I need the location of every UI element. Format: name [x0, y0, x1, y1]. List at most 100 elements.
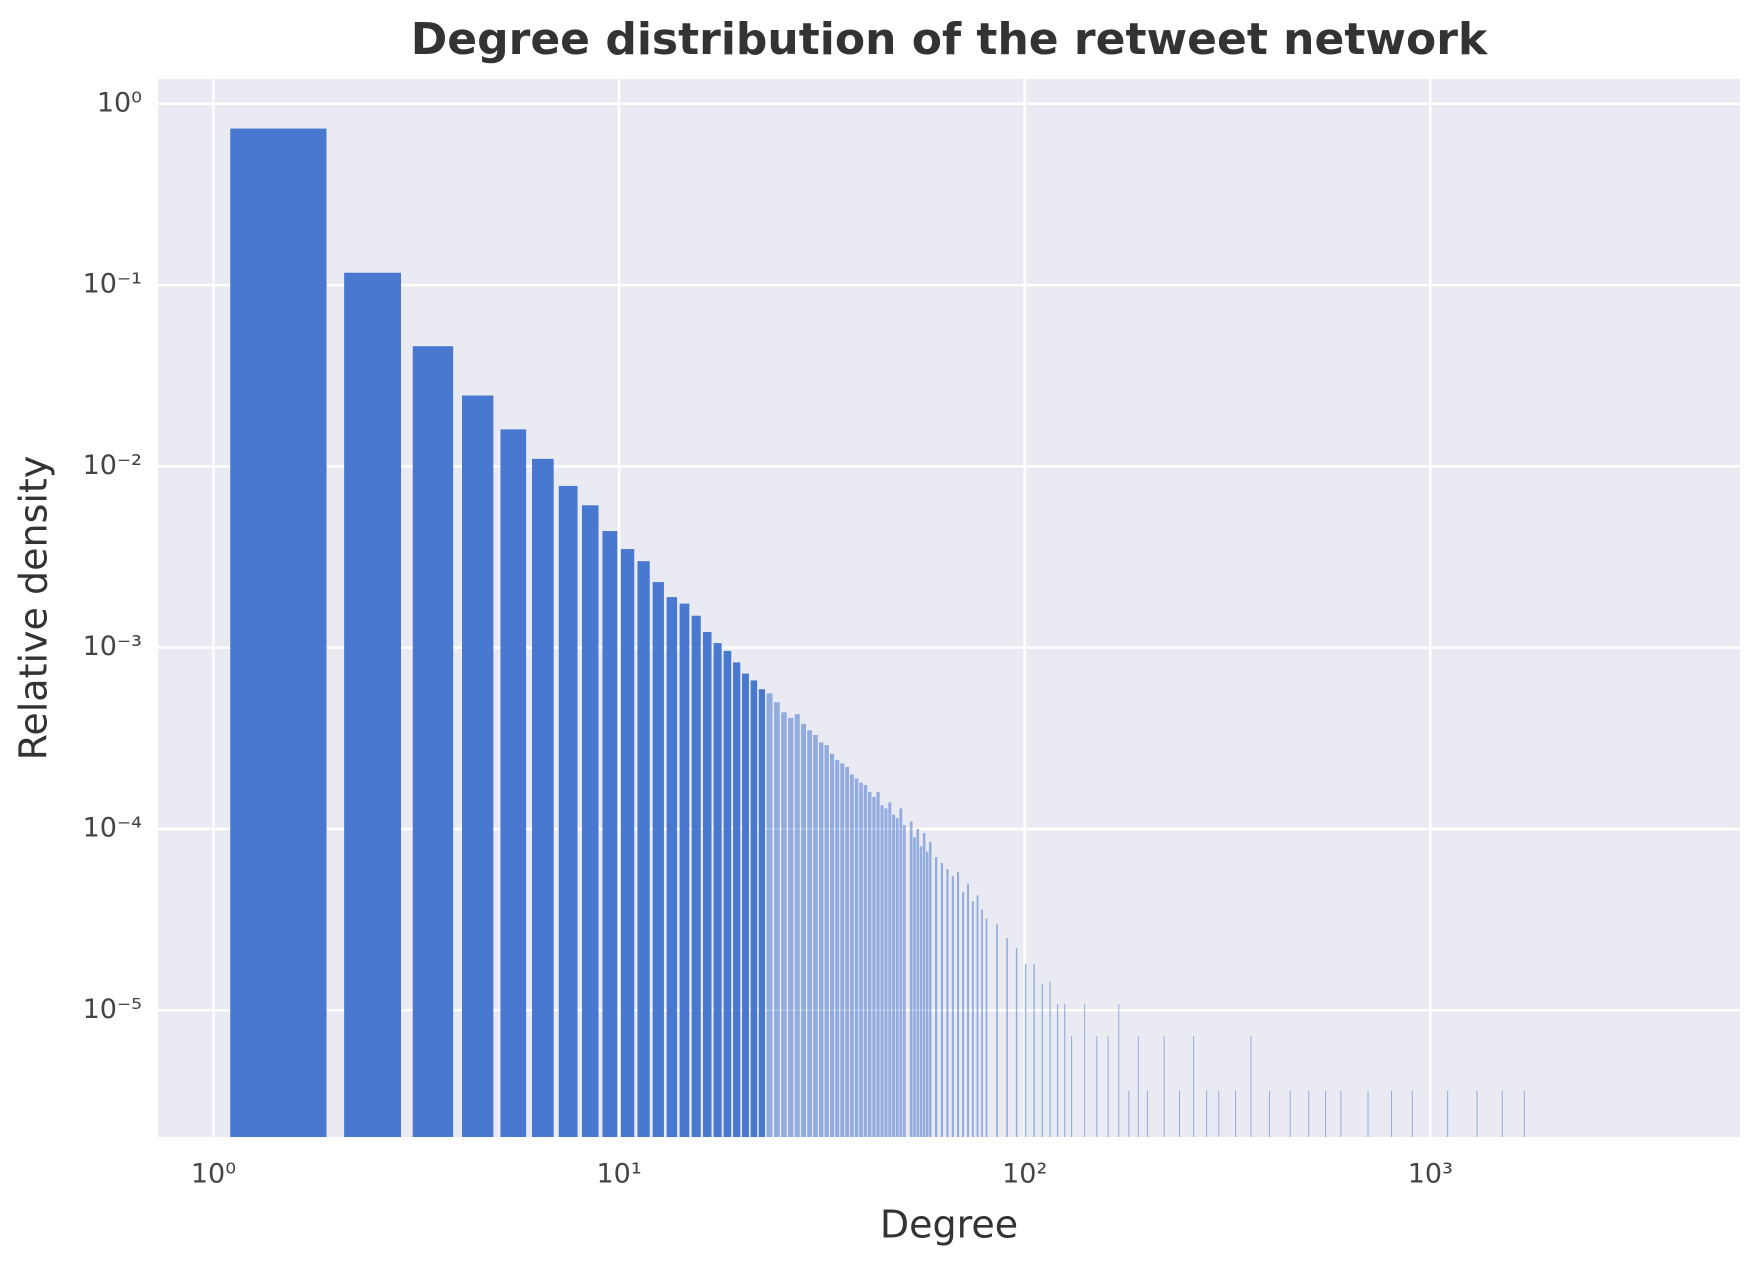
bar: [723, 650, 732, 1137]
bar: [913, 837, 916, 1137]
bar: [1178, 1090, 1180, 1137]
bar: [801, 723, 807, 1137]
bar: [1268, 1090, 1270, 1137]
bar: [813, 734, 818, 1137]
bar: [742, 673, 749, 1137]
bar: [884, 808, 888, 1137]
bar: [1107, 1036, 1109, 1137]
bar: [1146, 1090, 1148, 1137]
bar: [1084, 1004, 1086, 1137]
bar: [1033, 963, 1035, 1137]
bar: [919, 846, 923, 1137]
bar: [666, 597, 678, 1137]
bar: [863, 784, 868, 1137]
bar: [962, 891, 965, 1137]
x-tick-label: 10²: [1002, 1159, 1047, 1190]
bar: [835, 760, 840, 1137]
bar: [1049, 981, 1051, 1137]
bar: [531, 458, 554, 1137]
bar: [637, 561, 650, 1137]
bar: [602, 531, 618, 1137]
bars: [230, 128, 1525, 1138]
bar: [1447, 1090, 1449, 1137]
bar: [558, 485, 578, 1138]
bar: [971, 901, 974, 1137]
bar: [1041, 983, 1043, 1137]
bar: [985, 918, 988, 1137]
bar: [1096, 1036, 1098, 1137]
y-tick-label: 10⁻²: [83, 450, 142, 481]
y-tick-label: 10⁻⁵: [83, 994, 142, 1025]
bar: [679, 603, 690, 1137]
chart-title: Degree distribution of the retweet netwo…: [411, 14, 1489, 65]
bar: [1235, 1090, 1237, 1137]
bar: [1015, 948, 1018, 1137]
bar: [691, 615, 701, 1137]
bar: [807, 730, 813, 1137]
ticks: 10⁰ 10¹ 10² 10³ 10⁻⁵ 10⁻⁴ 10⁻³ 10⁻² 10⁻¹ 10⁰: [83, 87, 1453, 1189]
bar: [412, 346, 454, 1137]
bar: [880, 805, 884, 1137]
y-tick-label: 10⁰: [97, 87, 142, 118]
bar: [957, 871, 960, 1137]
bar: [845, 766, 850, 1137]
bar: [1128, 1090, 1130, 1137]
bar: [1308, 1090, 1310, 1137]
bar: [1064, 1004, 1066, 1137]
bar: [946, 869, 949, 1137]
x-axis-label: Degree: [880, 1203, 1018, 1247]
bar: [1163, 1036, 1165, 1137]
y-axis-label: Relative density: [12, 456, 56, 761]
bar: [1193, 1036, 1195, 1137]
bar: [230, 128, 327, 1137]
y-tick-label: 10⁻⁴: [83, 812, 142, 843]
bar: [1411, 1090, 1413, 1137]
bar: [929, 841, 932, 1137]
bar: [1118, 1004, 1120, 1137]
bar: [895, 817, 899, 1137]
bar: [1206, 1090, 1208, 1137]
bar: [935, 857, 938, 1137]
bar: [981, 909, 983, 1137]
bar: [702, 632, 712, 1137]
bar: [909, 821, 913, 1137]
bar: [1523, 1090, 1525, 1137]
bar: [1250, 1036, 1252, 1137]
bar: [1056, 1004, 1059, 1137]
bar: [925, 851, 929, 1137]
bar: [967, 883, 970, 1137]
bar: [1340, 1090, 1342, 1137]
bar: [1218, 1090, 1220, 1137]
y-tick-label: 10⁻¹: [83, 269, 142, 300]
x-tick-label: 10⁰: [191, 1159, 236, 1190]
bar: [788, 717, 794, 1137]
bar: [902, 825, 906, 1137]
bar: [733, 662, 741, 1137]
bar: [344, 272, 402, 1137]
bar: [758, 689, 766, 1137]
bar: [996, 923, 998, 1137]
bar: [500, 429, 527, 1137]
bar: [1325, 1090, 1327, 1137]
bar: [840, 763, 845, 1137]
bar: [1501, 1090, 1503, 1137]
bar: [824, 745, 829, 1137]
bar: [620, 549, 635, 1137]
bar: [1137, 1036, 1139, 1137]
bar: [859, 782, 863, 1137]
bar: [850, 774, 854, 1137]
bar: [951, 876, 954, 1137]
bar: [774, 702, 780, 1137]
bar: [829, 753, 835, 1137]
bar: [781, 712, 787, 1137]
bar: [1289, 1090, 1291, 1137]
bar: [1476, 1090, 1478, 1137]
y-tick-label: 10⁻³: [83, 631, 142, 662]
bar: [818, 742, 824, 1137]
bar: [888, 802, 892, 1137]
bar: [892, 814, 896, 1137]
bar: [750, 680, 758, 1137]
bar: [1391, 1090, 1393, 1137]
bar: [922, 833, 926, 1137]
